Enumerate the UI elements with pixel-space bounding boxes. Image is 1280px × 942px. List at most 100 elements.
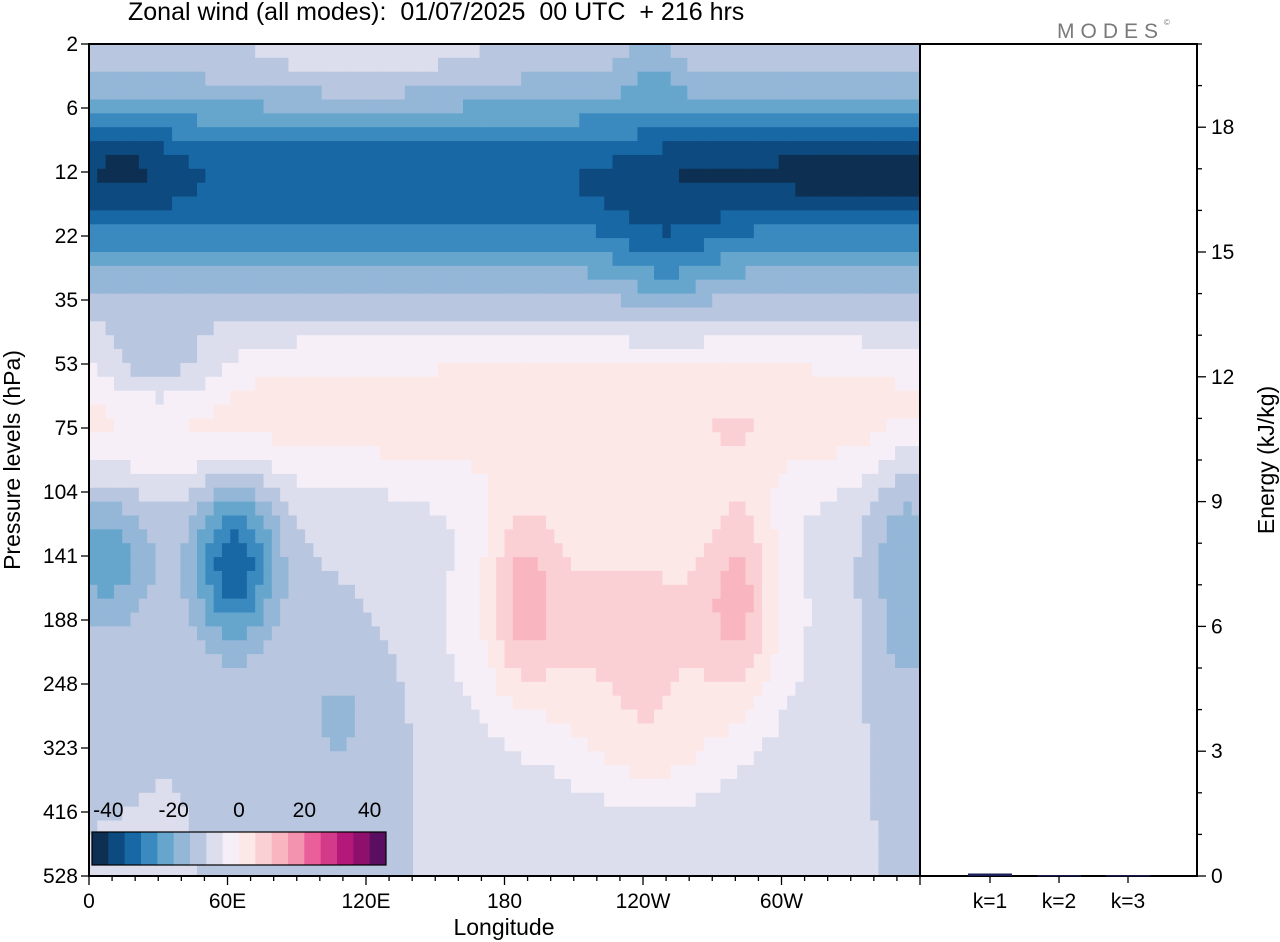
field-cell (313, 668, 323, 683)
field-cell (438, 640, 447, 655)
field-cell (246, 99, 256, 114)
field-cell (354, 182, 364, 198)
field-cell (471, 362, 481, 378)
field-cell (645, 501, 655, 517)
field-cell (496, 570, 506, 586)
field-cell (712, 196, 722, 211)
field-cell (770, 515, 780, 530)
field-cell (886, 543, 896, 558)
field-cell (346, 168, 356, 184)
field-cell (496, 279, 506, 295)
field-cell (670, 695, 680, 711)
field-cell (703, 654, 713, 669)
field-cell (354, 210, 364, 225)
field-cell (845, 612, 855, 627)
field-cell (828, 612, 838, 627)
field-cell (205, 460, 215, 475)
field-cell (679, 432, 688, 447)
field-cell (454, 668, 464, 683)
field-cell (554, 446, 564, 461)
field-cell (172, 668, 182, 683)
field-cell (138, 307, 148, 322)
field-cell (421, 418, 431, 433)
field-cell (89, 279, 98, 295)
field-cell (172, 626, 182, 641)
field-cell (662, 349, 672, 364)
field-cell (753, 182, 763, 198)
field-cell (612, 154, 622, 170)
field-cell (695, 141, 705, 156)
field-cell (130, 182, 140, 198)
field-cell (363, 460, 373, 475)
field-cell (197, 709, 206, 725)
field-cell (562, 279, 572, 295)
field-cell (413, 418, 422, 433)
field-cell (637, 432, 647, 447)
field-cell (604, 127, 614, 142)
field-cell (105, 654, 115, 669)
field-cell (438, 252, 447, 267)
field-cell (288, 709, 298, 725)
field-cell (180, 626, 190, 641)
field-cell (579, 460, 589, 475)
field-cell (662, 321, 672, 336)
field-cell (371, 279, 381, 295)
field-cell (296, 376, 306, 392)
field-cell (512, 612, 522, 627)
field-cell (803, 557, 813, 572)
field-cell (305, 224, 314, 239)
field-cell (521, 335, 531, 350)
field-cell (271, 293, 281, 309)
field-cell (213, 210, 223, 225)
field-cell (487, 446, 497, 461)
field-cell (438, 321, 447, 336)
field-cell (745, 265, 755, 281)
field-cell (238, 182, 248, 198)
field-cell (537, 432, 547, 447)
field-cell (820, 557, 830, 572)
field-cell (911, 681, 921, 697)
field-cell (221, 723, 231, 738)
field-cell (346, 501, 356, 517)
field-cell (438, 265, 447, 281)
field-cell (612, 570, 622, 586)
field-cell (512, 71, 522, 87)
field-cell (895, 598, 904, 614)
field-cell (147, 293, 157, 309)
field-cell (271, 515, 281, 530)
field-cell (97, 501, 107, 517)
field-cell (562, 57, 572, 73)
field-cell (811, 252, 821, 267)
field-cell (787, 404, 796, 419)
field-cell (421, 362, 431, 378)
field-cell (770, 265, 780, 281)
field-cell (280, 71, 290, 87)
field-cell (546, 668, 555, 683)
field-cell (853, 113, 863, 128)
field-cell (870, 335, 880, 350)
field-cell (604, 543, 614, 558)
field-cell (637, 210, 647, 225)
field-cell (579, 196, 589, 211)
field-cell (911, 252, 921, 267)
field-cell (712, 99, 722, 114)
field-cell (163, 446, 173, 461)
field-cell (421, 127, 431, 142)
field-cell (845, 432, 855, 447)
field-cell (371, 681, 381, 697)
field-cell (454, 418, 464, 433)
field-cell (479, 321, 489, 336)
field-cell (479, 654, 489, 669)
field-cell (446, 515, 456, 530)
field-cell (811, 432, 821, 447)
field-cell (654, 265, 663, 281)
field-cell (529, 626, 539, 641)
field-cell (687, 640, 697, 655)
field-cell (479, 404, 489, 419)
field-cell (679, 71, 688, 87)
field-cell (537, 681, 547, 697)
field-cell (820, 570, 830, 586)
field-cell (911, 265, 921, 281)
field-cell (903, 626, 913, 641)
field-cell (737, 279, 747, 295)
